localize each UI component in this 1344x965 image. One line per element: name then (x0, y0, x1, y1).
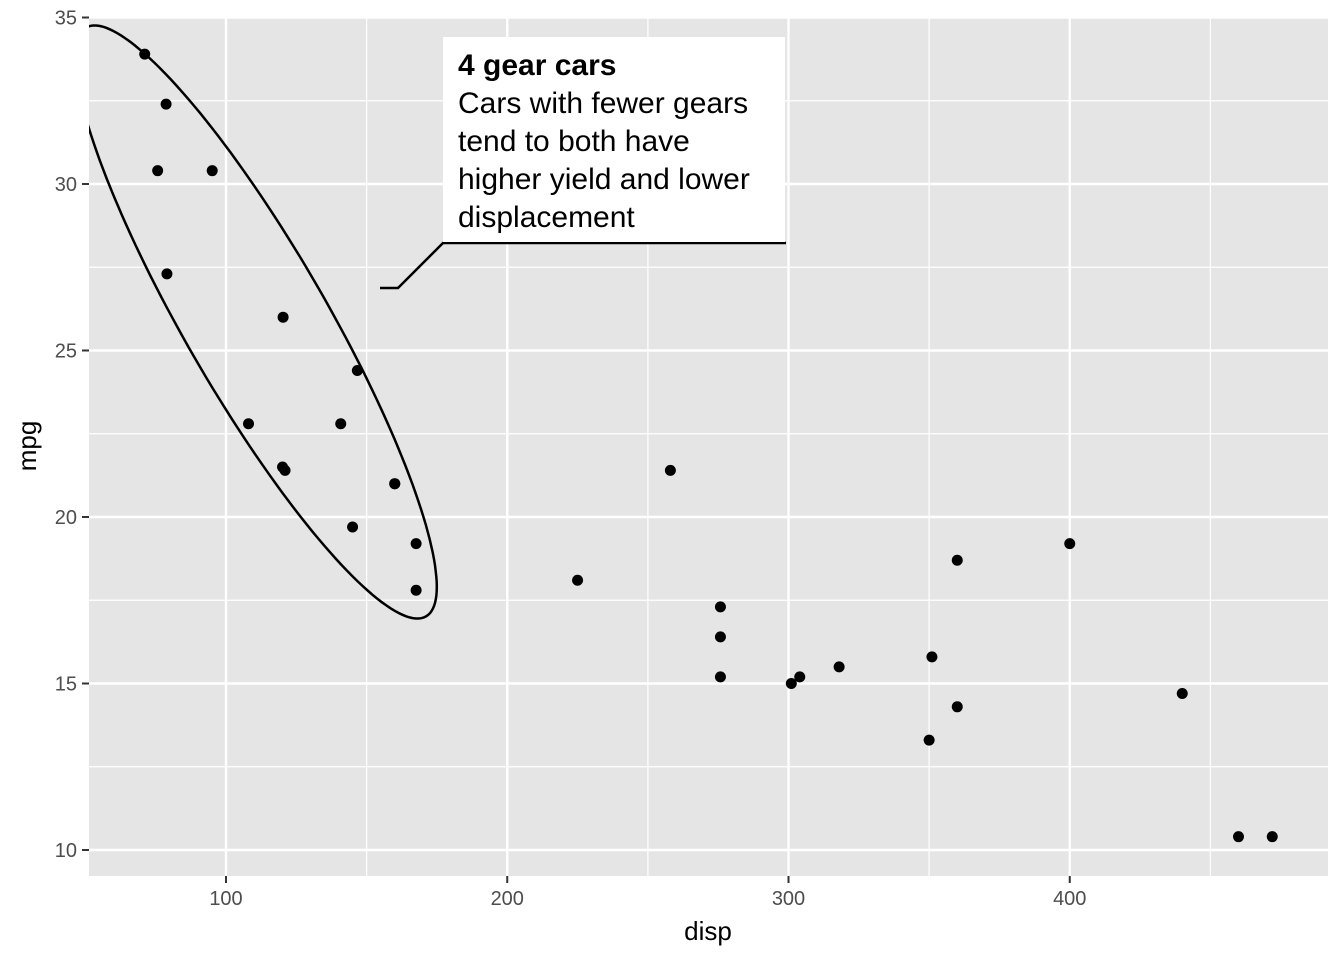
y-tick-label: 15 (55, 674, 77, 696)
x-tick-label: 200 (491, 888, 524, 910)
data-point (206, 165, 218, 177)
grid-lines (89, 16, 1328, 876)
data-point (572, 574, 584, 586)
data-point (951, 554, 963, 566)
data-point (785, 678, 797, 689)
y-tick-label: 35 (55, 8, 77, 30)
data-point (664, 464, 676, 476)
y-tick-label: 25 (55, 341, 77, 363)
annotation-title: 4 gear cars (458, 49, 616, 82)
x-tick-label: 300 (772, 888, 805, 910)
data-point (1266, 831, 1278, 843)
y-tick-label: 10 (55, 840, 77, 862)
y-axis-title: mpg (12, 421, 42, 472)
x-tick-label: 100 (209, 888, 242, 910)
y-tick-label: 30 (55, 174, 77, 196)
data-point (410, 538, 422, 550)
annotation-text-line: Cars with fewer gears (458, 87, 748, 120)
annotation-text-line: tend to both have (458, 125, 690, 158)
x-axis-title: disp (684, 916, 732, 946)
data-point (714, 671, 726, 683)
data-point (926, 651, 938, 663)
annotation-ellipse (89, 24, 439, 620)
data-point (714, 601, 726, 613)
annotation-label-box (443, 37, 785, 242)
y-tick-label: 20 (55, 507, 77, 529)
data-point (389, 478, 401, 490)
x-tick-label: 400 (1053, 888, 1086, 910)
data-point (794, 671, 806, 683)
annotation-text-line: higher yield and lower (458, 163, 750, 196)
annotation-connector (380, 241, 786, 290)
annotation-text-line: displacement (458, 201, 635, 234)
data-point (161, 268, 173, 280)
data-point (335, 418, 347, 430)
data-point (410, 584, 422, 596)
data-point (279, 464, 291, 476)
data-points (139, 48, 1278, 843)
data-point (714, 631, 726, 643)
annotation: 4 gear cars Cars with fewer gears tend to … (89, 24, 786, 620)
data-point (1233, 831, 1244, 843)
data-point (1176, 687, 1188, 699)
data-point (923, 734, 935, 746)
data-point (1064, 538, 1076, 550)
data-point (277, 311, 289, 323)
axes: 100 200 300 400 10 15 20 25 30 35 (55, 8, 1087, 911)
data-point (160, 98, 172, 110)
annotation-ellipse-group (89, 24, 439, 620)
data-point (347, 521, 359, 533)
data-point (152, 165, 164, 177)
data-point (951, 701, 963, 713)
data-point (243, 418, 254, 430)
data-point (833, 661, 845, 673)
